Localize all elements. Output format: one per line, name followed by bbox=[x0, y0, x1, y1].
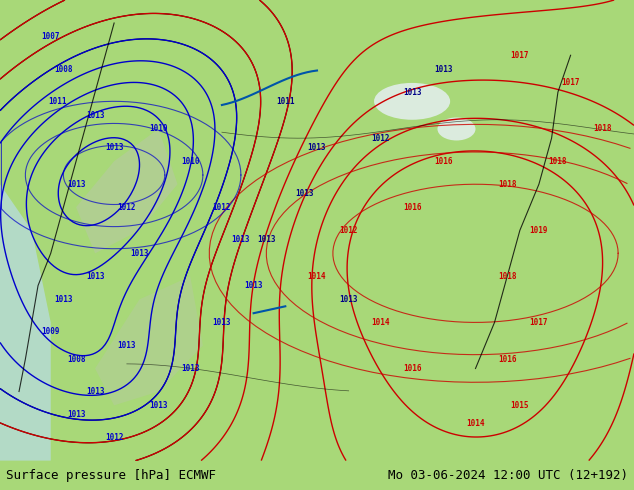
Text: 1013: 1013 bbox=[54, 295, 73, 304]
Text: 1019: 1019 bbox=[529, 226, 548, 235]
Text: 1013: 1013 bbox=[339, 295, 358, 304]
Text: 1015: 1015 bbox=[510, 401, 529, 410]
Text: 1013: 1013 bbox=[244, 281, 263, 290]
Text: 1013: 1013 bbox=[295, 189, 314, 198]
Text: 1013: 1013 bbox=[149, 401, 168, 410]
Text: 1013: 1013 bbox=[212, 318, 231, 327]
Text: 1014: 1014 bbox=[466, 419, 485, 428]
Ellipse shape bbox=[437, 118, 476, 141]
Text: 1013: 1013 bbox=[181, 364, 200, 373]
Text: 1013: 1013 bbox=[105, 143, 124, 152]
Text: 1018: 1018 bbox=[498, 180, 517, 189]
Text: 1012: 1012 bbox=[105, 433, 124, 442]
Text: Mo 03-06-2024 12:00 UTC (12+192): Mo 03-06-2024 12:00 UTC (12+192) bbox=[387, 469, 628, 482]
Text: 1018: 1018 bbox=[593, 124, 612, 133]
Text: 1017: 1017 bbox=[561, 78, 580, 87]
Text: 1016: 1016 bbox=[498, 355, 517, 364]
Text: 1013: 1013 bbox=[86, 272, 105, 281]
Text: 1013: 1013 bbox=[231, 235, 250, 244]
Ellipse shape bbox=[374, 83, 450, 120]
Text: 1013: 1013 bbox=[257, 235, 276, 244]
Text: 1013: 1013 bbox=[86, 111, 105, 120]
Text: 1013: 1013 bbox=[117, 341, 136, 350]
Text: 1013: 1013 bbox=[130, 249, 149, 258]
Text: 1016: 1016 bbox=[434, 157, 453, 166]
Text: 1012: 1012 bbox=[212, 203, 231, 212]
Text: 1013: 1013 bbox=[434, 65, 453, 74]
Text: 1014: 1014 bbox=[371, 318, 390, 327]
Text: 1016: 1016 bbox=[403, 364, 422, 373]
Text: 1018: 1018 bbox=[548, 157, 567, 166]
Text: 1014: 1014 bbox=[307, 272, 327, 281]
Text: 1008: 1008 bbox=[54, 65, 73, 74]
Text: 1013: 1013 bbox=[86, 387, 105, 396]
Polygon shape bbox=[95, 276, 203, 405]
Polygon shape bbox=[0, 184, 51, 461]
Text: 1016: 1016 bbox=[403, 203, 422, 212]
Text: 1012: 1012 bbox=[117, 203, 136, 212]
Text: 1008: 1008 bbox=[67, 355, 86, 364]
Text: 1013: 1013 bbox=[307, 143, 327, 152]
Text: 1018: 1018 bbox=[498, 272, 517, 281]
Text: 1007: 1007 bbox=[41, 32, 60, 41]
Text: 1011: 1011 bbox=[276, 97, 295, 106]
Text: 1009: 1009 bbox=[41, 327, 60, 336]
Polygon shape bbox=[76, 129, 178, 253]
Text: 1012: 1012 bbox=[339, 226, 358, 235]
Text: 1010: 1010 bbox=[149, 124, 168, 133]
Text: 1013: 1013 bbox=[67, 410, 86, 419]
Text: Surface pressure [hPa] ECMWF: Surface pressure [hPa] ECMWF bbox=[6, 469, 216, 482]
Text: 1011: 1011 bbox=[48, 97, 67, 106]
Text: 1013: 1013 bbox=[67, 180, 86, 189]
Text: 1010: 1010 bbox=[181, 157, 200, 166]
Text: 1017: 1017 bbox=[510, 51, 529, 60]
Text: 1012: 1012 bbox=[371, 134, 390, 143]
Text: 1017: 1017 bbox=[529, 318, 548, 327]
Text: 1013: 1013 bbox=[403, 88, 422, 97]
